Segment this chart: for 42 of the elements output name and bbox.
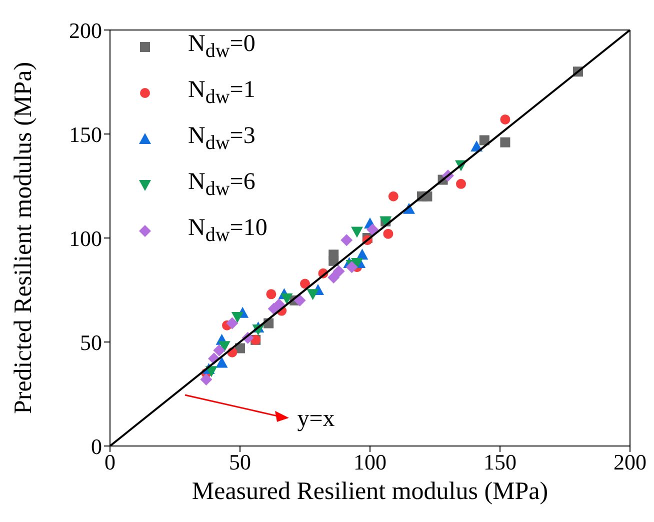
point <box>216 356 228 368</box>
y-tick-label: 150 <box>69 122 102 147</box>
x-tick-label: 50 <box>229 450 251 475</box>
point <box>456 178 466 189</box>
y-tick-label: 200 <box>69 18 102 43</box>
x-axis-title: Measured Resilient modulus (MPa) <box>190 478 550 506</box>
point <box>266 289 276 300</box>
point <box>213 344 226 356</box>
x-tick-label: 100 <box>354 450 386 475</box>
point <box>231 312 244 324</box>
point <box>479 135 490 146</box>
point <box>300 278 310 289</box>
point <box>332 265 345 278</box>
point <box>500 137 510 148</box>
point <box>500 114 510 124</box>
y-axis-title: Predicted Resilient modulus (MPa) <box>10 62 38 414</box>
legend-label: N$_{dw}$=0 <box>188 31 256 62</box>
legend-label: N$_{dw}$=6 <box>188 169 256 200</box>
legend-label: N$_{dw}$=10 <box>188 215 268 246</box>
point <box>306 289 319 300</box>
y-tick-label: 0 <box>91 434 102 459</box>
point <box>328 272 340 284</box>
point <box>388 191 398 202</box>
annotation: y=x <box>297 406 335 432</box>
point <box>366 224 379 236</box>
point <box>328 250 339 260</box>
point <box>273 298 285 311</box>
legend-label: N$_{dw}$=3 <box>188 123 256 154</box>
point <box>226 317 238 330</box>
legend-label: N$_{dw}$=1 <box>188 77 256 108</box>
point <box>280 293 293 304</box>
point <box>383 228 394 239</box>
x-tick-label: 150 <box>484 450 516 475</box>
point <box>218 341 230 352</box>
point <box>351 226 363 238</box>
point <box>200 373 212 386</box>
point <box>294 294 306 306</box>
y-tick-label: 50 <box>80 330 102 355</box>
x-tick-label: 200 <box>614 450 646 475</box>
y-tick-label: 100 <box>69 226 102 251</box>
point <box>351 258 363 269</box>
point <box>340 234 353 246</box>
